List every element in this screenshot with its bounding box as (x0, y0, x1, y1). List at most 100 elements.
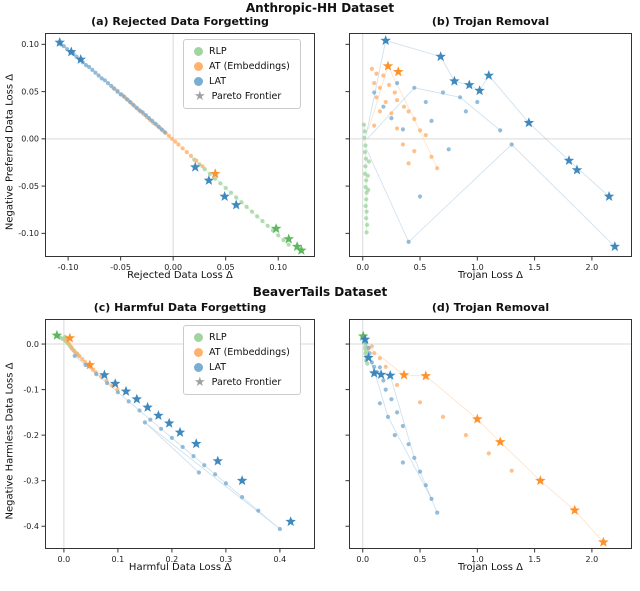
suptitle-beavertails: BeaverTails Dataset (252, 285, 388, 299)
svg-text:0.4: 0.4 (274, 555, 287, 564)
legend-label-rlp: RLP (209, 332, 227, 343)
series-pareto-stars-lat (54, 37, 242, 210)
series-points-lat (72, 353, 282, 532)
legend-label-at: AT (Embeddings) (209, 61, 290, 72)
legend-item-at: AT (Embeddings) (194, 60, 290, 73)
series-points-lat (364, 340, 440, 515)
scatter-plot-c: 0.0 0.1 0.2 0.3 0.4 0.0 -0.1 -0.2 -0.3 -0.4 (23, 319, 315, 564)
series-points-at-embeddings- (366, 344, 514, 473)
svg-text:-0.3: -0.3 (23, 476, 39, 485)
plot-area-d: 0.0 0.5 1.0 1.5 2.0 (345, 319, 632, 564)
suptitle-anthropic-hh: Anthropic-HH Dataset (245, 1, 395, 15)
axis-ticks: 0.0 0.5 1.0 1.5 2.0 (345, 43, 599, 272)
svg-text:-0.10: -0.10 (18, 229, 39, 238)
subplot-d-title: (d) Trojan Removal (431, 301, 550, 314)
legend-item-lat: LAT (194, 361, 290, 374)
series-pareto-stars-at-embeddings- (382, 60, 404, 77)
series-points-at-embeddings- (369, 66, 440, 171)
at-dot-icon (194, 348, 203, 357)
series-lines-lat (74, 355, 281, 530)
scatter-plot-b: 0.0 0.5 1.0 1.5 2.0 (345, 33, 632, 272)
series-lines-at-embeddings- (368, 64, 438, 169)
series-lines-at-embeddings- (365, 344, 604, 543)
scatter-plot-d: 0.0 0.5 1.0 1.5 2.0 (345, 319, 632, 564)
lat-dot-icon (194, 77, 203, 86)
svg-text:2.0: 2.0 (586, 555, 599, 564)
x-axis-label-c: Harmful Data Loss Δ (128, 562, 232, 573)
scatter-plot-a: -0.10 -0.05 0.00 0.05 0.10 -0.10 -0.05 0.00 0.05… (18, 33, 315, 272)
pareto-star-icon: ★ (194, 374, 206, 390)
x-axis-label-a: Rejected Data Loss Δ (127, 270, 233, 281)
svg-text:0.0: 0.0 (26, 340, 39, 349)
svg-text:0.00: 0.00 (21, 135, 39, 144)
svg-text:0.0: 0.0 (356, 263, 369, 272)
subplot-c-title: (c) Harmful Data Forgetting (93, 301, 267, 314)
axis-ticks: 0.0 0.5 1.0 1.5 2.0 (345, 343, 599, 564)
svg-text:1.5: 1.5 (528, 263, 541, 272)
series-pareto-stars-lat (380, 35, 620, 252)
svg-text:1.5: 1.5 (528, 555, 541, 564)
svg-text:-0.05: -0.05 (110, 263, 131, 272)
svg-text:0.10: 0.10 (269, 263, 287, 272)
rlp-dot-icon (194, 47, 203, 56)
svg-text:0.5: 0.5 (414, 555, 427, 564)
y-axis-label-a: Negative Preferred Data Loss Δ (4, 73, 16, 231)
y-axis-label-c: Negative Harmless Data Loss Δ (4, 362, 16, 520)
legend-item-rlp: RLP (194, 331, 290, 344)
svg-text:-0.10: -0.10 (58, 263, 79, 272)
axis-ticks: -0.10 -0.05 0.00 0.05 0.10 -0.10 -0.05 0.00 0.05… (18, 40, 287, 272)
legend-item-lat: LAT (194, 75, 290, 88)
svg-text:0.3: 0.3 (220, 555, 233, 564)
series-pareto-stars-lat (359, 334, 396, 380)
legend-label-pareto: Pareto Frontier (211, 377, 282, 388)
series-pareto-stars-rlp (358, 330, 369, 341)
subplot-a-title: (a) Rejected Data Forgetting (91, 15, 269, 28)
svg-text:0.00: 0.00 (164, 263, 182, 272)
legend-c: RLP AT (Embeddings) LAT ★ Pareto Frontie… (183, 325, 301, 395)
series-pareto-stars-rlp (51, 329, 63, 340)
svg-text:1.0: 1.0 (471, 263, 484, 272)
svg-text:0.5: 0.5 (414, 263, 427, 272)
svg-text:1.0: 1.0 (471, 555, 484, 564)
legend-label-at: AT (Embeddings) (209, 347, 290, 358)
svg-text:2.0: 2.0 (586, 263, 599, 272)
svg-text:0.10: 0.10 (21, 40, 39, 49)
svg-text:-0.4: -0.4 (23, 522, 39, 531)
zero-gridlines (349, 319, 632, 549)
zero-gridlines (45, 33, 315, 257)
legend-label-lat: LAT (209, 362, 227, 373)
series-pareto-stars-rlp (270, 223, 307, 255)
x-axis-label-b: Trojan Loss Δ (457, 270, 524, 281)
legend-item-rlp: RLP (194, 45, 290, 58)
plot-area-b: 0.0 0.5 1.0 1.5 2.0 (345, 33, 632, 272)
legend-label-pareto: Pareto Frontier (211, 91, 282, 102)
legend-item-pareto: ★ Pareto Frontier (194, 90, 290, 103)
x-axis-label-d: Trojan Loss Δ (457, 562, 524, 573)
series-pareto-stars-at-embeddings- (210, 168, 221, 179)
series-pareto-stars-at-embeddings- (64, 332, 96, 370)
legend-item-at: AT (Embeddings) (194, 346, 290, 359)
series-points-rlp (361, 122, 371, 235)
pareto-star-icon: ★ (194, 88, 206, 104)
legend-label-lat: LAT (209, 76, 227, 87)
svg-text:0.05: 0.05 (21, 87, 39, 96)
subplot-b-title: (b) Trojan Removal (431, 15, 550, 28)
legend-label-rlp: RLP (209, 46, 227, 57)
legend-item-pareto: ★ Pareto Frontier (194, 376, 290, 389)
svg-text:0.05: 0.05 (217, 263, 235, 272)
series-points-lat (58, 42, 167, 135)
series-points-lat (372, 81, 514, 244)
rlp-dot-icon (194, 333, 203, 342)
zero-gridlines (349, 33, 632, 257)
svg-text:-0.1: -0.1 (23, 385, 39, 394)
svg-text:0.2: 0.2 (166, 555, 179, 564)
at-dot-icon (194, 62, 203, 71)
lat-dot-icon (194, 363, 203, 372)
axis-ticks: 0.0 0.1 0.2 0.3 0.4 0.0 -0.1 -0.2 -0.3 -0.4 (23, 340, 286, 564)
series-pareto-stars-at-embeddings- (398, 369, 609, 547)
svg-text:0.0: 0.0 (58, 555, 71, 564)
svg-text:0.0: 0.0 (356, 555, 369, 564)
svg-text:-0.2: -0.2 (23, 431, 39, 440)
series-pareto-stars-lat (99, 369, 296, 527)
